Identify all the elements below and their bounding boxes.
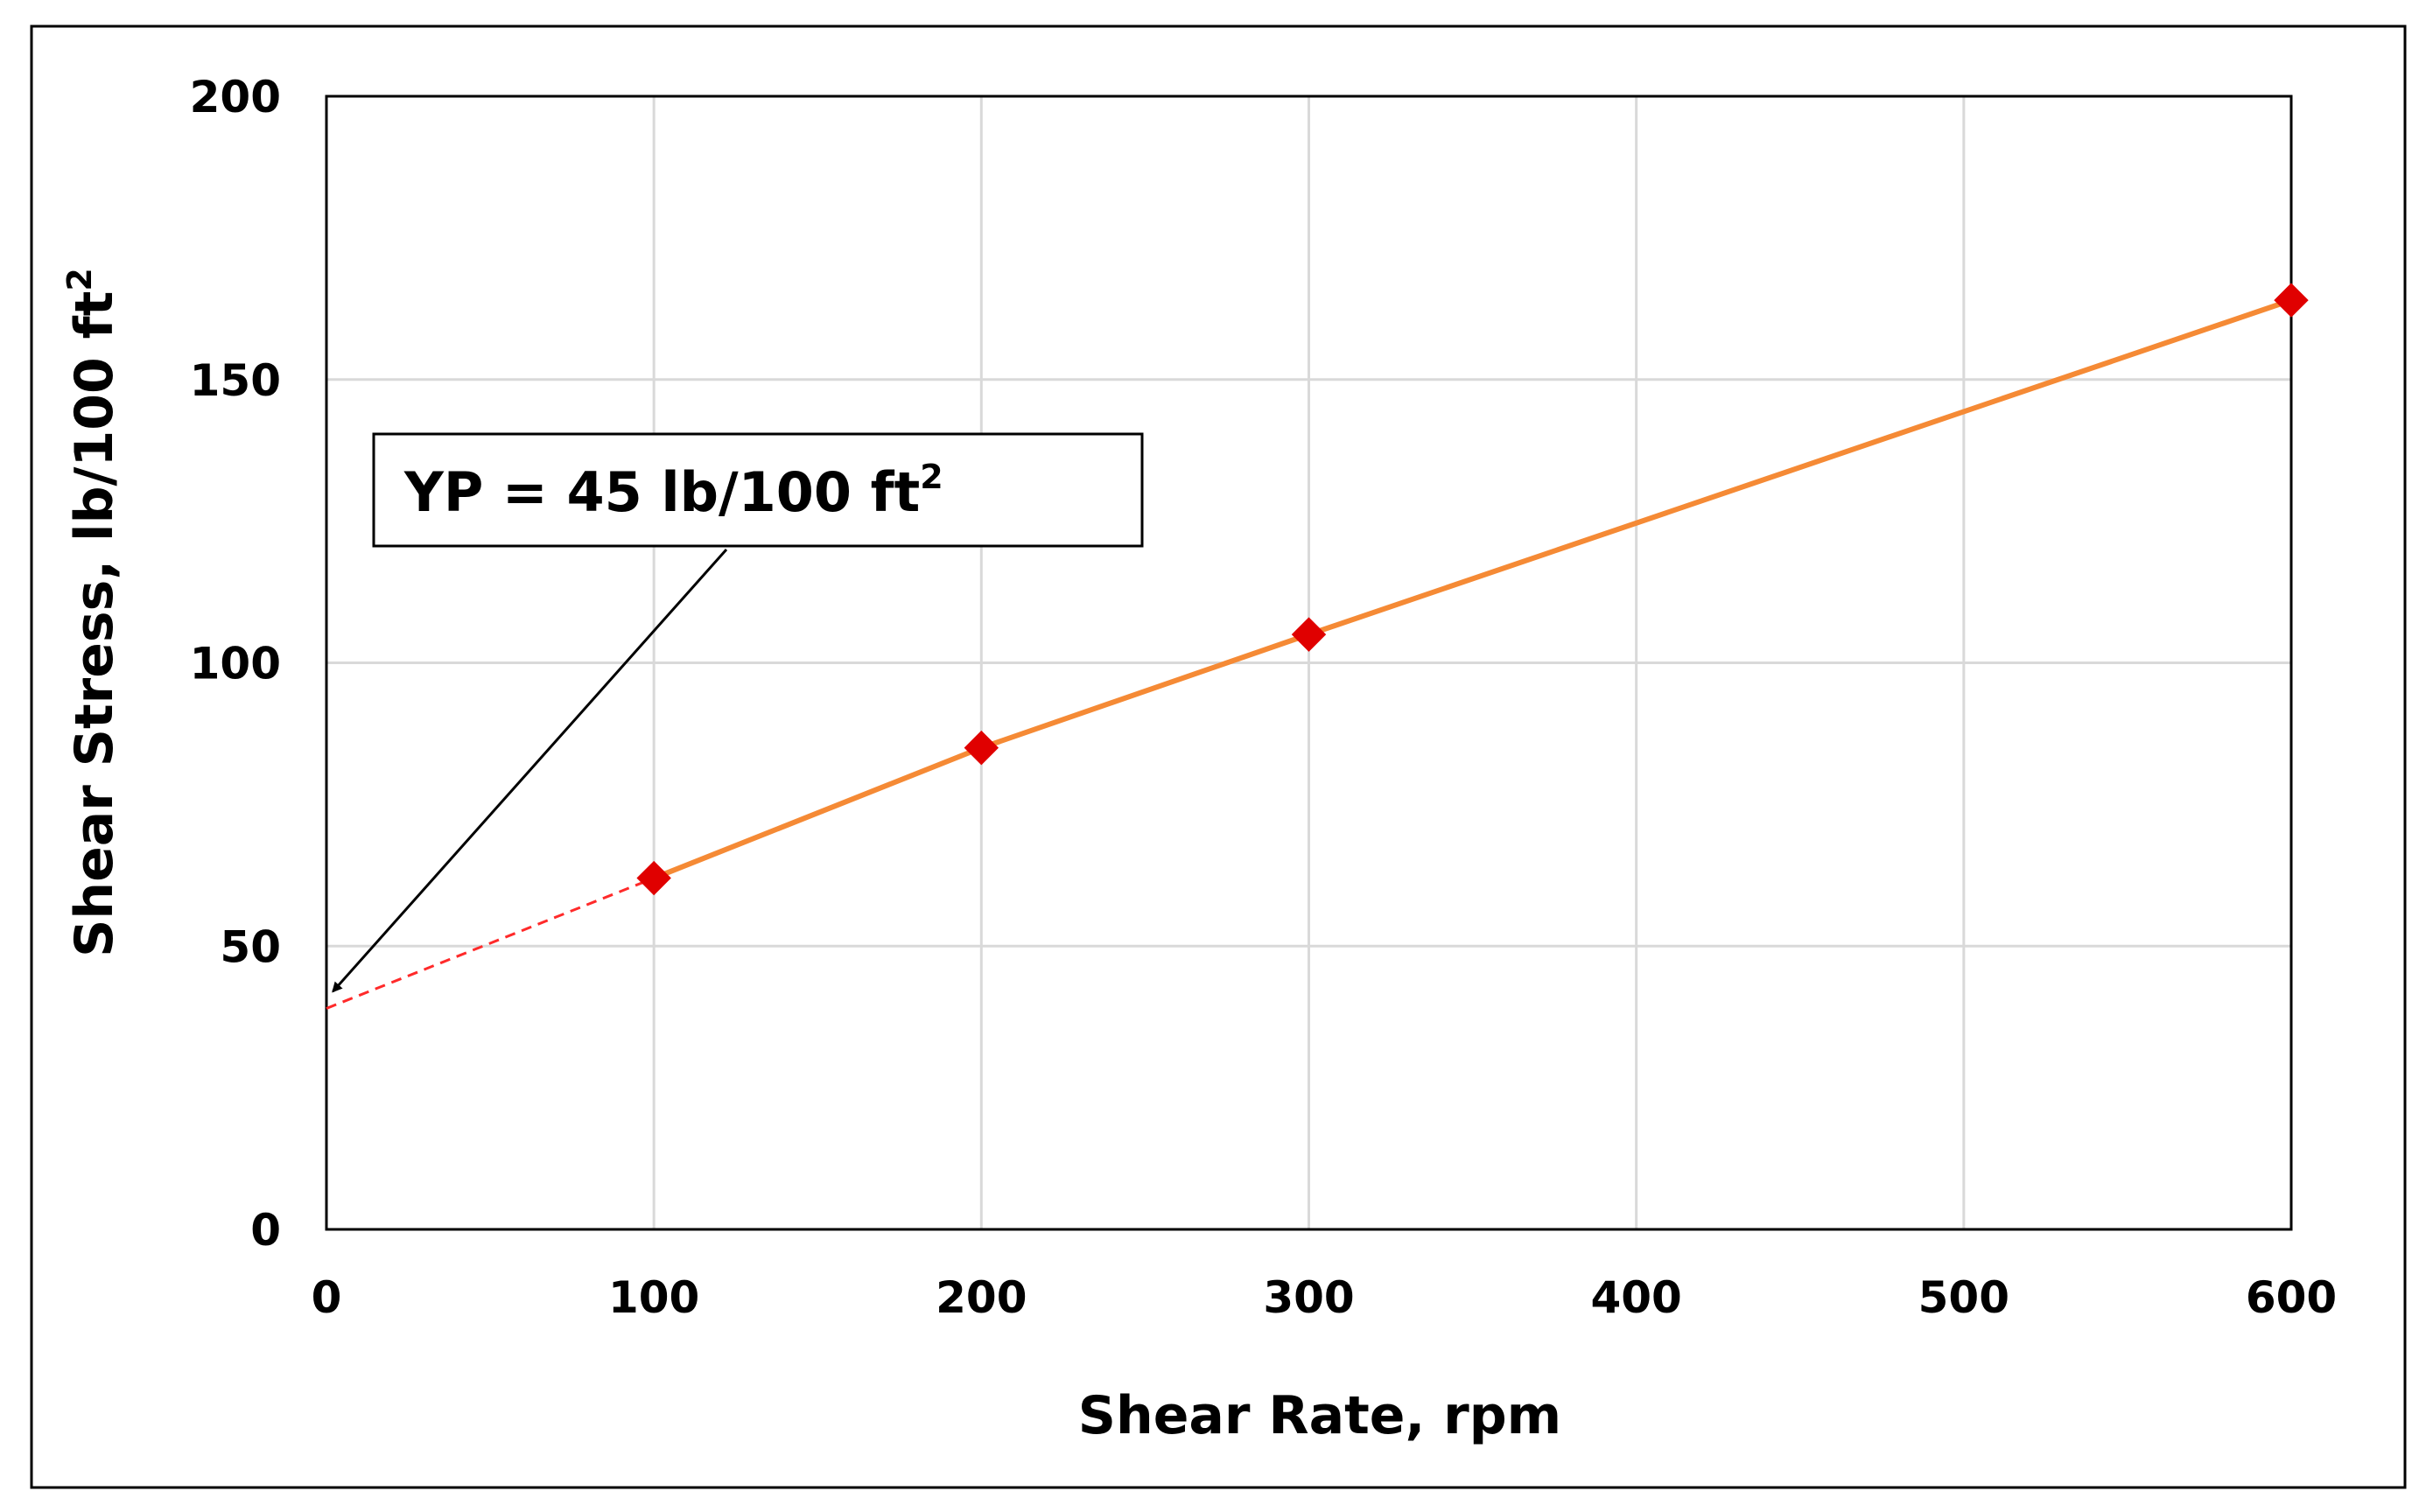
x-tick-label: 100 bbox=[608, 1272, 699, 1323]
y-tick-label: 100 bbox=[190, 639, 281, 690]
series bbox=[326, 283, 2309, 1010]
y-axis-label-main: Shear Stress, lb/100 ft bbox=[64, 291, 125, 957]
annotation-text: YP = 45 lb/100 ft2 bbox=[403, 458, 943, 524]
x-tick-label: 400 bbox=[1590, 1272, 1681, 1323]
data-point-marker bbox=[636, 860, 671, 896]
annotation-text-main: YP = 45 lb/100 ft bbox=[403, 460, 920, 524]
plot-border bbox=[325, 94, 2293, 1231]
x-tick-label: 0 bbox=[312, 1272, 342, 1323]
annotation-box bbox=[372, 432, 1144, 548]
y-tick-label: 150 bbox=[190, 355, 281, 406]
extrapolation-line bbox=[326, 877, 655, 1010]
x-tick-label: 500 bbox=[1918, 1272, 2009, 1323]
x-axis-label: Shear Rate, rpm bbox=[1078, 1385, 1561, 1446]
data-point-marker bbox=[964, 730, 999, 766]
x-tick-label: 600 bbox=[2246, 1272, 2337, 1323]
tick-labels: 0 100 200 300 400 500 600 0 50 100 150 200 bbox=[190, 72, 2338, 1323]
y-tick-label: 50 bbox=[220, 921, 281, 972]
x-tick-label: 300 bbox=[1263, 1272, 1354, 1323]
annotation-arrow bbox=[332, 549, 728, 993]
y-axis-label-sup: 2 bbox=[60, 268, 99, 290]
data-point-marker bbox=[1291, 617, 1327, 652]
y-tick-label: 0 bbox=[250, 1205, 281, 1256]
annotation-text-sup: 2 bbox=[920, 458, 943, 496]
y-axis-label: Shear Stress, lb/100 ft2 bbox=[60, 268, 125, 957]
data-point-marker bbox=[2274, 283, 2309, 318]
series-line-measured bbox=[653, 298, 2292, 881]
grid-lines bbox=[326, 96, 2291, 1229]
y-tick-label: 200 bbox=[190, 72, 281, 122]
x-tick-label: 200 bbox=[936, 1272, 1027, 1323]
